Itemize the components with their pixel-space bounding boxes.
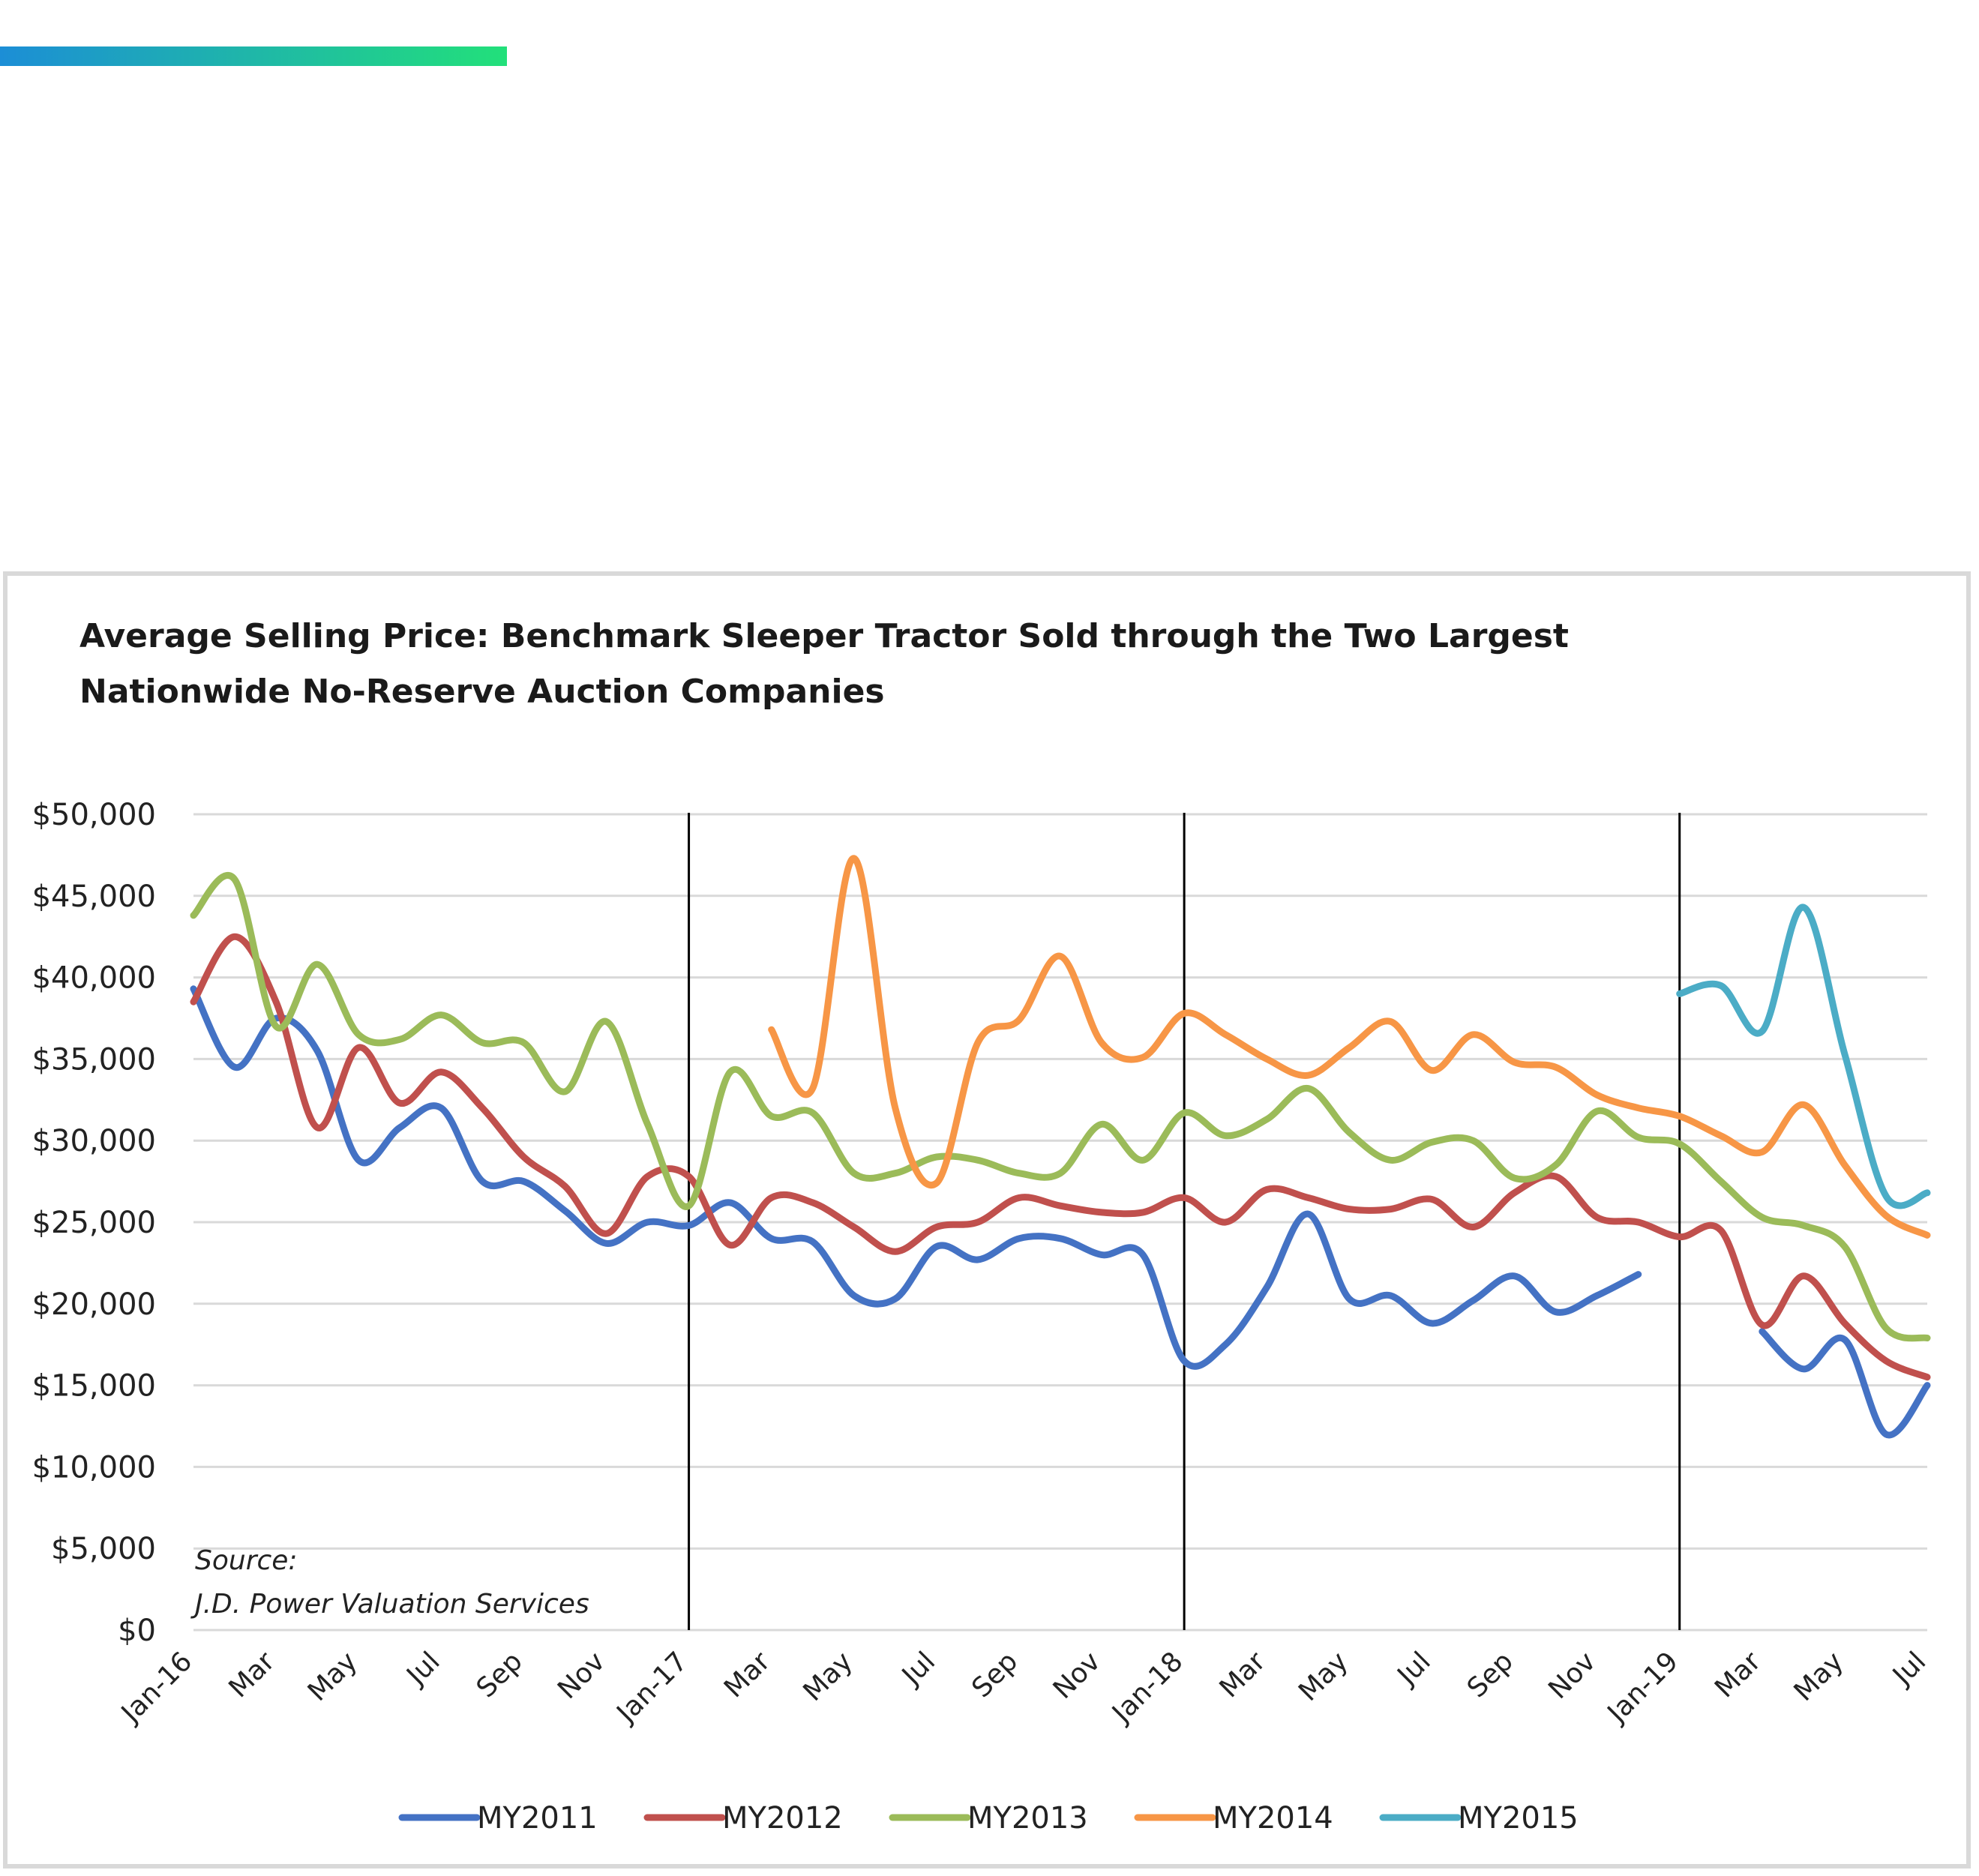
- y-tick-label: $0: [118, 1614, 156, 1648]
- x-tick-label: Jul: [895, 1646, 941, 1692]
- x-tick-label: Jul: [1391, 1646, 1437, 1692]
- legend-label: MY2011: [477, 1801, 598, 1836]
- y-tick-label: $35,000: [32, 1042, 156, 1077]
- x-tick-label: Mar: [1214, 1646, 1272, 1704]
- x-tick-label: May: [302, 1646, 364, 1707]
- legend-item-my2012: MY2012: [643, 1801, 843, 1836]
- x-tick-label: Sep: [966, 1646, 1024, 1704]
- x-tick-label: Mar: [223, 1646, 280, 1704]
- series-my2011: [190, 985, 1931, 1439]
- legend-label: MY2014: [1213, 1801, 1333, 1836]
- series-line: [190, 933, 1931, 1381]
- legend-label: MY2015: [1458, 1801, 1579, 1836]
- series-lines: [190, 855, 1931, 1439]
- source-annotation: Source: J.D. Power Valuation Services: [190, 1545, 589, 1620]
- source-annotation-line: J.D. Power Valuation Services: [190, 1589, 589, 1620]
- series-line: [768, 855, 1931, 1239]
- x-tick-label: May: [1293, 1646, 1354, 1707]
- grid-lines: [193, 813, 1927, 1632]
- legend: MY2011 MY2012 MY2013 MY2014 MY2015: [398, 1801, 1579, 1836]
- y-tick-label: $50,000: [32, 798, 156, 832]
- x-tick-label: Jan-18: [1105, 1646, 1189, 1729]
- x-tick-label: Sep: [1462, 1646, 1519, 1704]
- y-tick-label: $30,000: [32, 1124, 156, 1158]
- legend-label: MY2013: [967, 1801, 1088, 1836]
- chart-title-line-1: Average Selling Price: Benchmark Sleeper…: [79, 617, 1569, 655]
- x-tick-label: Jul: [1886, 1646, 1932, 1692]
- y-tick-label: $5,000: [51, 1532, 156, 1566]
- chart-title-line-2: Nationwide No-Reserve Auction Companies: [79, 673, 885, 711]
- y-axis-ticks: $0 $5,000 $10,000 $15,000 $20,000 $25,000 $30,…: [32, 798, 156, 1648]
- series-my2012: [190, 933, 1931, 1381]
- series-line: [190, 985, 1642, 1370]
- x-tick-label: May: [797, 1646, 859, 1707]
- legend-item-my2013: MY2013: [889, 1801, 1088, 1836]
- series-my2014: [768, 855, 1931, 1239]
- accent-bar: [0, 46, 507, 66]
- x-tick-label: Nov: [1543, 1646, 1602, 1705]
- x-tick-label: Jan-17: [610, 1646, 694, 1729]
- series-line: [1676, 904, 1931, 1209]
- year-dividers: [688, 813, 1681, 1630]
- series-my2015: [1676, 904, 1931, 1209]
- y-tick-label: $45,000: [32, 880, 156, 914]
- y-tick-label: $40,000: [32, 961, 156, 996]
- y-tick-label: $10,000: [32, 1450, 156, 1485]
- legend-item-my2011: MY2011: [398, 1801, 598, 1836]
- source-annotation-line: Source:: [195, 1545, 298, 1576]
- x-tick-label: Nov: [552, 1646, 611, 1705]
- legend-label: MY2012: [722, 1801, 843, 1836]
- x-tick-label: May: [1789, 1646, 1850, 1707]
- series-line: [1759, 1328, 1931, 1439]
- y-tick-label: $20,000: [32, 1287, 156, 1322]
- x-tick-label: Nov: [1048, 1646, 1107, 1705]
- x-tick-label: Sep: [471, 1646, 529, 1704]
- legend-item-my2014: MY2014: [1134, 1801, 1333, 1836]
- y-tick-label: $25,000: [32, 1206, 156, 1240]
- y-tick-label: $15,000: [32, 1369, 156, 1404]
- x-tick-label: Jul: [400, 1646, 446, 1692]
- x-tick-label: Jan-19: [1601, 1646, 1684, 1729]
- chart-title: Average Selling Price: Benchmark Sleeper…: [79, 609, 1804, 720]
- x-tick-label: Mar: [718, 1646, 776, 1704]
- x-tick-label: Mar: [1709, 1646, 1767, 1704]
- x-axis-ticks: Jan-16 Mar May Jul Sep Nov Jan-17 Mar May Jul Sep N…: [115, 1646, 1932, 1729]
- series-line: [190, 872, 1931, 1342]
- legend-item-my2015: MY2015: [1379, 1801, 1579, 1836]
- series-my2013: [190, 872, 1931, 1342]
- x-tick-label: Jan-16: [115, 1646, 198, 1729]
